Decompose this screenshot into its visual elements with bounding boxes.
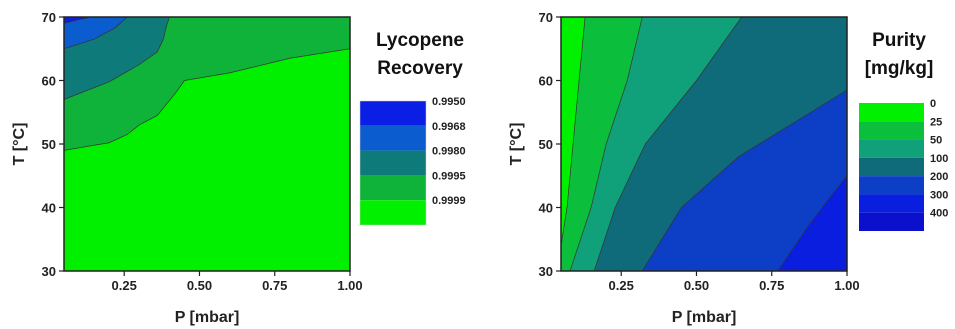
legend-label-100: 100 bbox=[930, 153, 948, 165]
legend-label-50: 50 bbox=[930, 135, 942, 147]
y-axis-left: 30 40 50 60 70 bbox=[42, 10, 64, 279]
legend-swatch-0.9968 bbox=[360, 125, 426, 151]
legend-label-0.9999: 0.9999 bbox=[432, 195, 466, 207]
legend-label-0.9995: 0.9995 bbox=[432, 170, 466, 182]
legend-swatch-0.9995 bbox=[360, 175, 426, 201]
legend-label-0.9980: 0.9980 bbox=[432, 146, 466, 158]
legend-swatch-0.9999 bbox=[360, 200, 426, 225]
x-axis-left: 0.25 0.50 0.75 1.00 bbox=[112, 271, 363, 293]
y-tick-label: 70 bbox=[539, 10, 553, 25]
chart-title-left-line1: Lycopene bbox=[376, 30, 464, 51]
x-tick-label: 0.50 bbox=[684, 278, 709, 293]
legend-label-300: 300 bbox=[930, 189, 948, 201]
y-tick-label: 70 bbox=[42, 10, 56, 25]
legend-swatch-100 bbox=[859, 157, 924, 177]
x-tick-label: 1.00 bbox=[337, 278, 362, 293]
legend-label-200: 200 bbox=[930, 171, 948, 183]
legend-label-0: 0 bbox=[930, 98, 936, 110]
y-axis-label-right: T [°C] bbox=[508, 123, 525, 166]
y-axis-right: 30 40 50 60 70 bbox=[539, 10, 561, 279]
y-tick-label: 50 bbox=[42, 137, 56, 152]
legend-left: 0.9950 0.9968 0.9980 0.9995 0.9999 bbox=[359, 96, 466, 226]
y-tick-label: 30 bbox=[539, 264, 553, 279]
x-tick-label: 0.25 bbox=[112, 278, 137, 293]
x-tick-label: 1.00 bbox=[834, 278, 859, 293]
x-tick-label: 0.75 bbox=[759, 278, 784, 293]
chart-lycopene-recovery: 0.25 0.50 0.75 1.00 30 40 50 60 70 P [mbar] T [… bbox=[11, 10, 466, 326]
contour-region-25 bbox=[561, 17, 643, 271]
x-tick-label: 0.50 bbox=[187, 278, 212, 293]
chart-purity: 0.25 0.50 0.75 1.00 30 40 50 60 70 P [mbar] T [… bbox=[508, 10, 948, 326]
legend-right: 0 25 50 100 200 300 400 bbox=[859, 98, 948, 231]
y-tick-label: 50 bbox=[539, 137, 553, 152]
x-axis-right: 0.25 0.50 0.75 1.00 bbox=[609, 271, 860, 293]
legend-label-0.9950: 0.9950 bbox=[432, 96, 466, 108]
chart-title-right-line2: [mg/kg] bbox=[865, 58, 934, 79]
legend-swatch-0.9950 bbox=[360, 101, 426, 126]
plot-area-left bbox=[64, 17, 350, 271]
legend-frame-left bbox=[359, 100, 427, 226]
legend-label-0.9968: 0.9968 bbox=[432, 121, 466, 133]
legend-swatch-400 bbox=[859, 212, 924, 231]
legend-label-25: 25 bbox=[930, 116, 942, 128]
y-tick-label: 60 bbox=[42, 74, 56, 89]
chart-title-left-line2: Recovery bbox=[377, 58, 463, 79]
legend-swatch-300 bbox=[859, 194, 924, 213]
y-tick-label: 30 bbox=[42, 264, 56, 279]
x-axis-label-right: P [mbar] bbox=[672, 309, 737, 326]
legend-swatch-0 bbox=[859, 103, 924, 122]
legend-swatch-50 bbox=[859, 139, 924, 158]
legend-label-400: 400 bbox=[930, 208, 948, 220]
contour-region-0.9999 bbox=[64, 48, 350, 271]
chart-title-right-line1: Purity bbox=[872, 30, 926, 51]
legend-swatch-0.9980 bbox=[360, 150, 426, 176]
contour-region-0 bbox=[561, 17, 586, 271]
y-axis-label-left: T [°C] bbox=[11, 123, 28, 166]
y-tick-label: 40 bbox=[539, 201, 553, 216]
plot-area-right bbox=[561, 17, 847, 271]
y-tick-label: 60 bbox=[539, 74, 553, 89]
legend-swatch-200 bbox=[859, 176, 924, 195]
x-tick-label: 0.75 bbox=[262, 278, 287, 293]
x-tick-label: 0.25 bbox=[609, 278, 634, 293]
legend-swatch-25 bbox=[859, 121, 924, 140]
x-axis-label-left: P [mbar] bbox=[175, 309, 240, 326]
y-tick-label: 40 bbox=[42, 201, 56, 216]
